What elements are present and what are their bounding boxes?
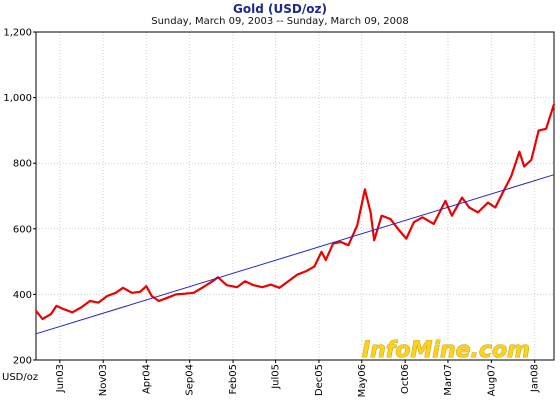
chart-title: Gold (USD/oz) xyxy=(233,2,327,16)
price-data-point xyxy=(183,292,186,295)
price-data-point xyxy=(71,311,74,314)
y-axis-unit-label: USD/oz xyxy=(2,372,38,383)
price-data-point xyxy=(192,291,195,294)
price-data-point xyxy=(518,150,521,153)
price-data-point xyxy=(166,296,169,299)
price-data-point xyxy=(157,300,160,302)
price-data-point xyxy=(444,200,447,202)
x-tick-label: Jan08 xyxy=(530,364,541,393)
y-tick-label: 1,200 xyxy=(3,28,32,39)
x-tick-label: Mar07 xyxy=(443,364,454,396)
price-data-point xyxy=(175,293,177,296)
price-data-point xyxy=(80,306,82,309)
price-data-point xyxy=(413,221,415,224)
price-data-point xyxy=(261,286,264,289)
price-data-point xyxy=(398,229,401,232)
price-data-point xyxy=(106,295,109,297)
price-data-point xyxy=(201,286,204,289)
trend-line xyxy=(35,174,555,335)
price-data-point xyxy=(122,286,124,289)
price-data-point xyxy=(339,241,342,243)
x-tick-label: Jun03 xyxy=(55,364,66,393)
price-data-point xyxy=(225,284,228,287)
price-data-point xyxy=(35,309,37,312)
price-data-point xyxy=(389,218,392,220)
x-tick-label: Aug07 xyxy=(486,364,497,396)
watermark-logo: InfoMine.com xyxy=(362,338,530,363)
plot-frame xyxy=(35,31,555,361)
price-data-point xyxy=(421,216,424,219)
plot-background xyxy=(36,32,554,360)
price-data-point xyxy=(145,285,148,288)
price-data-point xyxy=(347,244,350,247)
price-data-point xyxy=(405,237,408,240)
price-data-point xyxy=(369,211,372,214)
price-data-point xyxy=(287,280,290,283)
price-data-point xyxy=(296,273,299,276)
y-tick-label: 800 xyxy=(13,159,32,170)
price-data-point xyxy=(324,259,327,261)
price-data-point xyxy=(270,283,272,286)
price-data-point xyxy=(62,308,65,311)
price-data-point xyxy=(477,211,479,214)
y-tick-label: 400 xyxy=(13,290,32,301)
x-tick-label: Jul05 xyxy=(271,364,282,390)
price-data-point xyxy=(468,206,471,209)
price-data-point xyxy=(55,304,58,307)
price-data-point xyxy=(244,280,246,283)
x-tick-label: Feb05 xyxy=(228,364,239,394)
price-data-point xyxy=(139,290,141,293)
price-data-point xyxy=(380,214,383,217)
x-tick-label: Oct06 xyxy=(400,364,411,394)
price-data-point xyxy=(487,201,489,204)
price-data-point xyxy=(50,313,52,315)
price-data-point xyxy=(114,291,117,294)
x-tick-label: Apr04 xyxy=(141,364,152,394)
y-tick-label: 600 xyxy=(13,224,32,235)
price-data-point xyxy=(363,188,366,191)
x-tick-label: Nov03 xyxy=(98,364,109,396)
price-data-point xyxy=(313,265,316,268)
price-series-line xyxy=(35,103,556,321)
price-data-point xyxy=(211,280,214,283)
price-data-point xyxy=(432,222,435,225)
price-data-point xyxy=(88,300,91,302)
price-data-point xyxy=(501,191,504,194)
price-data-point xyxy=(97,301,100,304)
price-data-point xyxy=(530,159,533,161)
x-tick-label: Dec05 xyxy=(314,364,325,396)
price-data-point xyxy=(523,165,526,168)
price-data-point xyxy=(553,103,555,106)
price-data-point xyxy=(304,270,307,273)
price-data-point xyxy=(451,214,453,217)
price-data-point xyxy=(494,206,497,209)
price-data-point xyxy=(320,250,323,253)
price-data-point xyxy=(236,286,238,289)
price-data-point xyxy=(373,239,376,242)
x-tick-label: Sep04 xyxy=(185,364,196,396)
x-tick-label: May06 xyxy=(357,364,368,397)
price-data-point xyxy=(252,284,255,287)
price-data-point xyxy=(537,129,540,132)
price-data-point xyxy=(510,175,513,178)
chart-subtitle: Sunday, March 09, 2003 -- Sunday, March … xyxy=(151,16,409,27)
price-data-point xyxy=(545,127,547,130)
price-data-point xyxy=(41,318,44,320)
y-tick-label: 1,000 xyxy=(3,93,32,104)
price-data-point xyxy=(461,196,464,199)
price-data-point xyxy=(278,286,281,289)
price-data-point xyxy=(130,291,133,294)
price-data-point xyxy=(356,224,359,227)
price-data-point xyxy=(150,295,153,297)
y-tick-label: 200 xyxy=(13,356,32,367)
